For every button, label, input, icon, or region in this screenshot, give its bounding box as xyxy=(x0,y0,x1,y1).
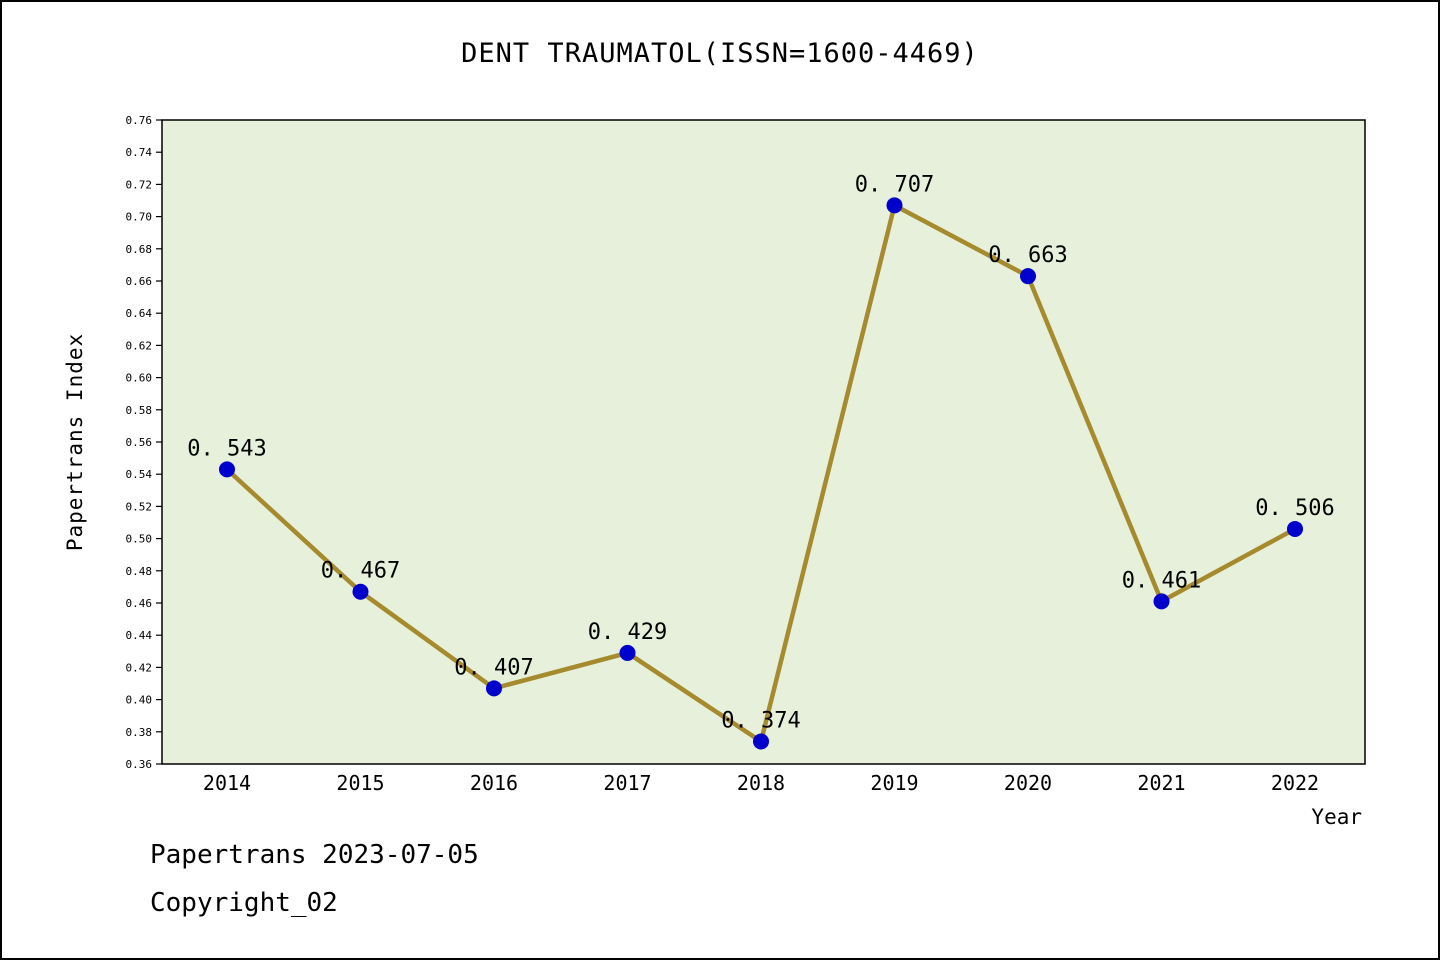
y-tick-label: 0.38 xyxy=(126,726,153,739)
y-tick-label: 0.42 xyxy=(126,661,153,674)
x-tick-label: 2022 xyxy=(1271,771,1319,795)
y-tick-label: 0.46 xyxy=(126,597,153,610)
data-point xyxy=(1287,520,1303,537)
y-tick-label: 0.68 xyxy=(126,243,153,256)
data-point-label: 0. 467 xyxy=(321,559,400,584)
y-tick-label: 0.40 xyxy=(126,694,153,707)
y-tick-label: 0.50 xyxy=(126,533,153,546)
y-tick-label: 0.48 xyxy=(126,565,153,578)
data-point xyxy=(1153,593,1170,610)
y-axis-title: Papertrans Index xyxy=(63,333,87,551)
data-point xyxy=(486,680,502,697)
y-tick-label: 0.62 xyxy=(126,339,153,352)
y-tick-label: 0.54 xyxy=(126,468,153,481)
y-tick-label: 0.58 xyxy=(126,404,153,417)
x-tick-label: 2016 xyxy=(470,771,518,795)
data-point-label: 0. 374 xyxy=(721,708,800,733)
data-point xyxy=(1020,268,1036,285)
y-tick-label: 0.70 xyxy=(126,211,153,224)
x-tick-label: 2015 xyxy=(336,771,384,795)
x-tick-label: 2019 xyxy=(870,771,918,795)
x-tick-label: 2018 xyxy=(737,771,785,795)
data-point-label: 0. 429 xyxy=(588,620,667,645)
data-point xyxy=(886,197,903,214)
y-tick-label: 0.76 xyxy=(126,114,153,127)
data-point-label: 0. 707 xyxy=(855,172,934,197)
chart-title: DENT TRAUMATOL(ISSN=1600-4469) xyxy=(461,38,979,69)
y-tick-label: 0.52 xyxy=(126,500,153,513)
y-tick-label: 0.60 xyxy=(126,372,153,385)
data-point-label: 0. 506 xyxy=(1255,496,1334,521)
data-point-label: 0. 663 xyxy=(988,243,1067,268)
x-tick-label: 2021 xyxy=(1137,771,1185,795)
x-axis-title: Year xyxy=(1311,805,1362,829)
x-tick-label: 2014 xyxy=(203,771,251,795)
y-tick-label: 0.44 xyxy=(126,629,153,642)
plot-area xyxy=(161,119,1366,765)
y-tick-label: 0.64 xyxy=(126,307,153,320)
data-point xyxy=(352,583,369,600)
data-point xyxy=(753,733,769,750)
footer-date: Papertrans 2023-07-05 xyxy=(150,840,479,870)
y-tick-label: 0.74 xyxy=(126,146,153,159)
y-tick-label: 0.56 xyxy=(126,436,153,449)
y-tick-label: 0.72 xyxy=(126,178,153,191)
y-tick-label: 0.36 xyxy=(126,758,153,771)
x-tick-label: 2020 xyxy=(1004,771,1052,795)
footer-copyright: Copyright_02 xyxy=(150,888,338,918)
data-point xyxy=(219,461,235,478)
y-tick-label: 0.66 xyxy=(126,275,153,288)
x-tick-label: 2017 xyxy=(603,771,651,795)
data-point xyxy=(619,644,636,661)
data-point-label: 0. 461 xyxy=(1122,568,1201,593)
data-point-label: 0. 543 xyxy=(187,436,266,461)
data-point-label: 0. 407 xyxy=(454,655,533,680)
